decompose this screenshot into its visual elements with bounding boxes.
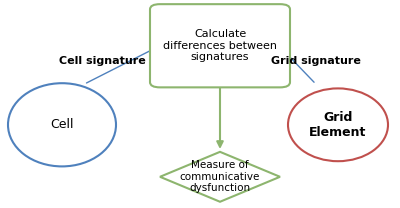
- Polygon shape: [160, 152, 280, 202]
- FancyBboxPatch shape: [150, 4, 290, 87]
- Text: Grid
Element: Grid Element: [309, 111, 367, 139]
- Text: Cell signature: Cell signature: [59, 56, 145, 66]
- Text: Grid signature: Grid signature: [271, 56, 361, 66]
- Ellipse shape: [8, 83, 116, 166]
- Ellipse shape: [288, 88, 388, 161]
- Text: Measure of
communicative
dysfunction: Measure of communicative dysfunction: [180, 160, 260, 193]
- Text: Calculate
differences between
signatures: Calculate differences between signatures: [163, 29, 277, 62]
- Text: Cell: Cell: [50, 118, 74, 131]
